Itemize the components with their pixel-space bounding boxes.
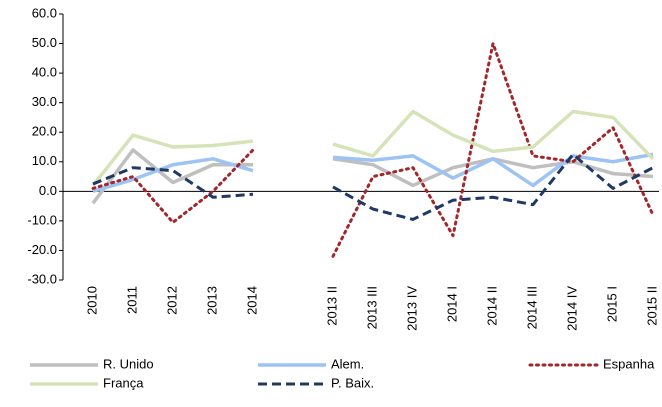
series-line: [331, 42, 655, 258]
series-line: [91, 148, 255, 224]
x-tick-label: 2013 II: [324, 286, 339, 326]
x-tick-label: 2015 I: [604, 286, 619, 322]
legend-label: P. Baix.: [331, 375, 374, 390]
legend-label: França: [103, 375, 144, 390]
x-tick-label: 2014 I: [444, 286, 459, 322]
series-line: [332, 109, 655, 161]
x-tick-label: 2011: [124, 286, 139, 314]
y-tick-label: 60.0: [32, 5, 57, 20]
y-tick-label: 50.0: [32, 35, 57, 50]
x-tick-label: 2010: [84, 286, 99, 315]
y-tick-label: 40.0: [32, 65, 57, 80]
x-tick-label: 2015 II: [644, 286, 659, 326]
y-tick-label: -30.0: [27, 271, 57, 286]
x-tick-label: 2012: [164, 286, 179, 315]
series-line: [332, 152, 654, 188]
legend-label: Espanha: [603, 356, 655, 371]
series-line: [91, 148, 253, 205]
x-tick-label: 2013 IV: [404, 286, 419, 331]
series-line: [332, 157, 654, 188]
x-tick-label: 2014 II: [484, 286, 499, 326]
y-tick-label: -10.0: [27, 212, 57, 227]
series-line: [91, 133, 254, 187]
x-tick-label: 2013 III: [364, 286, 379, 329]
x-tick-label: 2014 IV: [564, 286, 579, 331]
y-tick-label: -20.0: [27, 242, 57, 257]
series-line: [92, 166, 254, 199]
legend-label: Alem.: [331, 356, 364, 371]
y-tick-label: 0.0: [39, 183, 57, 198]
x-tick-label: 2014 III: [524, 286, 539, 329]
y-tick-label: 30.0: [32, 94, 57, 109]
x-tick-label: 2014: [244, 286, 259, 315]
y-tick-label: 10.0: [32, 153, 57, 168]
series-line: [332, 152, 654, 221]
x-tick-label: 2013: [204, 286, 219, 315]
series-line: [92, 157, 254, 194]
y-tick-label: 20.0: [32, 124, 57, 139]
legend-label: R. Unido: [103, 356, 154, 371]
